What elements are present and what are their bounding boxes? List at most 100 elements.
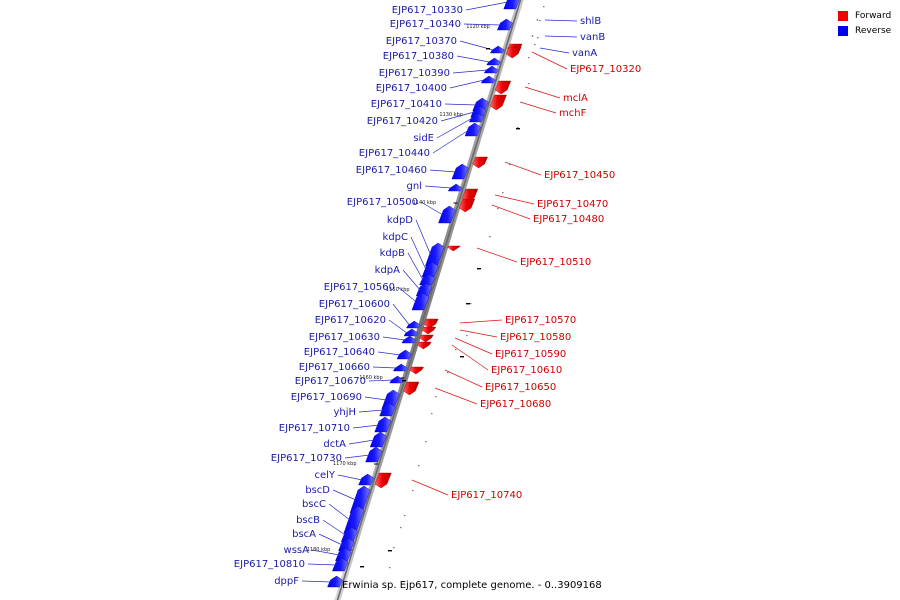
gene-label-kdpa: kdpA	[375, 265, 400, 276]
gene-label-ejp617-10580: EJP617_10580	[500, 332, 571, 343]
connector-ejp617-10330	[465, 1, 508, 11]
connector-dppf	[301, 580, 332, 583]
connector-ejp617-10570	[459, 319, 503, 324]
connector-ejp617-10500	[420, 201, 444, 216]
gene-reverse-bscb	[340, 526, 358, 543]
gene-forward-ejp617-10590	[419, 334, 434, 343]
feature-dash	[388, 550, 392, 552]
gene-label-bsca: bscA	[292, 529, 316, 540]
feature-dot	[528, 83, 530, 85]
feature-dot	[509, 164, 511, 166]
gene-label-ejp617-10400: EJP617_10400	[376, 83, 447, 94]
feature-dash	[516, 128, 520, 130]
connector-ejp617-10560	[397, 286, 417, 303]
gene-label-ejp617-10680: EJP617_10680	[480, 399, 551, 410]
gene-label-ejp617-10630: EJP617_10630	[309, 332, 380, 343]
legend-forward-swatch	[838, 11, 848, 21]
gene-reverse-ejp617-10660	[392, 363, 408, 372]
connector-ejp617-10620	[388, 319, 408, 334]
tick-label: 1140 kbp	[413, 200, 437, 206]
feature-dot	[455, 349, 457, 351]
feature-dot	[537, 37, 539, 39]
gene-forward-ejp617-10650	[409, 366, 424, 375]
gene-label-mchf: mchF	[559, 108, 587, 119]
feature-dash	[466, 303, 470, 305]
gene-label-mcla: mclA	[563, 93, 588, 104]
tick-label: 1170 kbp	[333, 461, 357, 467]
feature-dot	[497, 208, 499, 210]
legend: Forward Reverse	[838, 9, 891, 39]
gene-label-bscd: bscD	[305, 485, 330, 496]
feature-dot	[539, 20, 541, 22]
connector-ejp617-10660	[372, 366, 397, 369]
connector-kdpb	[407, 252, 424, 281]
tick-label: 1120 kbp	[466, 24, 490, 30]
backbone	[334, 0, 524, 600]
gene-reverse-bscc	[343, 505, 365, 534]
connector-ejp617-10380	[456, 55, 490, 63]
feature-dash	[360, 566, 364, 568]
gene-label-ejp617-10440: EJP617_10440	[359, 148, 430, 159]
connector-ejp617-10460	[429, 169, 457, 173]
gene-label-bscc: bscC	[302, 499, 326, 510]
gene-label-ejp617-10670: EJP617_10670	[295, 376, 366, 387]
connector-ejp617-10630	[382, 336, 405, 341]
gene-label-ejp617-10590: EJP617_10590	[495, 349, 566, 360]
gene-label-yhjh: yhjH	[333, 407, 356, 418]
tick-label: 1130 kbp	[439, 112, 463, 118]
gene-label-bscb: bscB	[296, 515, 320, 526]
feature-dot	[534, 44, 536, 46]
scatter-dots	[360, 6, 545, 569]
feature-dot	[435, 396, 437, 398]
feature-dot	[543, 6, 545, 8]
gene-forward-ejp617-10740	[374, 472, 392, 489]
connector-bsca	[318, 533, 343, 546]
gene-label-ejp617-10480: EJP617_10480	[533, 214, 604, 225]
connector-ejp617-10450	[504, 161, 542, 176]
gene-forward-ejp617-10510	[446, 245, 462, 252]
gene-reverse-ejp617-10340	[497, 18, 513, 31]
genome-caption: Erwinia sp. Ejp617, complete genome. - 0…	[342, 580, 602, 591]
gene-reverse-ejp617-10500	[438, 205, 456, 224]
gene-reverse-ejp617-10560	[411, 292, 430, 311]
legend-forward-label: Forward	[855, 11, 892, 21]
gene-reverse-ejp617-10600	[406, 320, 421, 329]
connector-mchf	[519, 101, 557, 114]
connector-ejp617-10740	[411, 479, 449, 496]
connector-ejp617-10580	[459, 329, 498, 338]
gene-label-ejp617-10470: EJP617_10470	[537, 199, 608, 210]
gene-label-ejp617-10690: EJP617_10690	[291, 392, 362, 403]
gene-reverse-ejp617-10370	[489, 45, 505, 54]
gene-forward-vanb	[531, 35, 534, 37]
legend-reverse-swatch	[838, 26, 848, 36]
feature-dot	[489, 236, 491, 238]
gene-forward-ejp617-10570	[423, 318, 439, 329]
connector-ejp617-10340	[463, 23, 501, 26]
gene-reverse-side	[468, 112, 484, 123]
gene-label-gnl: gnl	[407, 181, 422, 192]
connector-ejp617-10410	[444, 103, 477, 106]
legend-reverse-label: Reverse	[855, 26, 892, 36]
gene-label-dcta: dctA	[323, 439, 346, 450]
gene-forward-mchf	[490, 94, 507, 111]
gene-label-ejp617-10340: EJP617_10340	[390, 19, 461, 30]
connector-ejp617-10320	[531, 51, 568, 70]
feature-dash	[460, 356, 464, 358]
gene-reverse-cely	[358, 473, 374, 486]
connector-yhjh	[358, 409, 384, 413]
gene-label-wssa: wssA	[284, 545, 310, 556]
connector-kdpc	[410, 236, 427, 271]
feature-dot	[447, 372, 449, 374]
feature-dot	[528, 57, 530, 59]
connector-kdpa	[402, 269, 421, 291]
gene-label-ejp617-10600: EJP617_10600	[319, 299, 390, 310]
gene-label-ejp617-10390: EJP617_10390	[379, 68, 450, 79]
gene-reverse-ejp617-10410	[472, 97, 489, 112]
gene-label-kdpb: kdpB	[380, 248, 405, 259]
gene-label-ejp617-10730: EJP617_10730	[271, 453, 342, 464]
gene-label-ejp617-10420: EJP617_10420	[367, 116, 438, 127]
gene-reverse-ejp617-10710	[374, 416, 392, 433]
feature-dot	[412, 490, 414, 492]
connector-ejp617-10590	[454, 337, 493, 355]
